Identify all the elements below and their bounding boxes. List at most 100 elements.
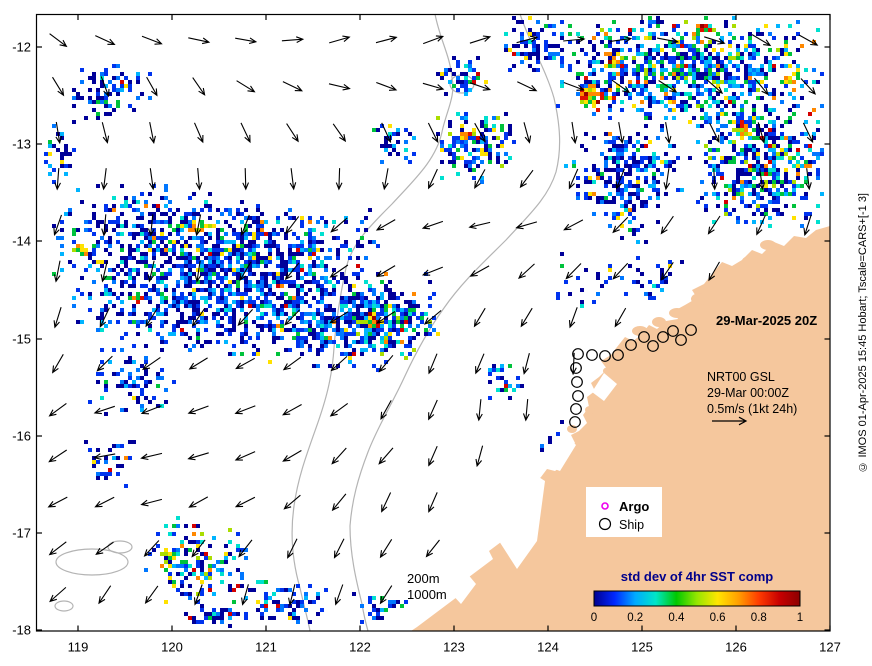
sst-pixel (628, 264, 632, 268)
sst-pixel (800, 164, 804, 168)
current-arrow (706, 78, 724, 94)
sst-pixel (780, 184, 784, 188)
sst-pixel (636, 148, 640, 152)
sst-pixel (704, 120, 708, 124)
sst-pixel (192, 228, 196, 232)
sst-pixel (192, 192, 196, 196)
current-arrow (421, 220, 444, 230)
current-arrow (570, 121, 578, 145)
sst-pixel (236, 272, 240, 276)
sst-pixel (124, 332, 128, 336)
sst-pixel (724, 64, 728, 68)
sst-pixel (736, 128, 740, 132)
sst-pixel (628, 80, 632, 84)
sst-pixel (80, 248, 84, 252)
sst-pixel (612, 48, 616, 52)
sst-pixel (256, 348, 260, 352)
sst-pixel (52, 272, 56, 276)
sst-pixel (168, 552, 172, 556)
sst-pixel (168, 572, 172, 576)
sst-pixel (348, 360, 352, 364)
sst-pixel (156, 268, 160, 272)
sst-pixel (688, 64, 692, 68)
sst-pixel (380, 324, 384, 328)
sst-pixel (740, 152, 744, 156)
sst-pixel (736, 48, 740, 52)
sst-pixel (732, 208, 736, 212)
sst-pixel (244, 612, 248, 616)
sst-pixel (652, 284, 656, 288)
sst-pixel (596, 80, 600, 84)
sst-pixel (720, 136, 724, 140)
sst-pixel (620, 36, 624, 40)
current-arrow (328, 83, 351, 91)
sst-pixel (160, 300, 164, 304)
sst-pixel (324, 280, 328, 284)
sst-pixel (784, 172, 788, 176)
sst-pixel (748, 68, 752, 72)
sst-pixel (284, 300, 288, 304)
sst-pixel (168, 532, 172, 536)
sst-pixel (652, 188, 656, 192)
sst-pixel (644, 76, 648, 80)
sst-pixel (100, 308, 104, 312)
sst-pixel (168, 556, 172, 560)
sst-pixel (320, 216, 324, 220)
sst-pixel (608, 180, 612, 184)
sst-pixel (772, 108, 776, 112)
sst-pixel (172, 264, 176, 268)
sst-pixel (436, 132, 440, 136)
current-arrow (660, 215, 674, 235)
sst-pixel (544, 44, 548, 48)
current-arrow (191, 308, 206, 327)
sst-pixel (616, 152, 620, 156)
sst-pixel (452, 164, 456, 168)
sst-pixel (664, 52, 668, 56)
sst-pixel (648, 280, 652, 284)
sst-pixel (788, 160, 792, 164)
sst-pixel (96, 116, 100, 120)
sst-pixel (780, 156, 784, 160)
sst-pixel (636, 168, 640, 172)
sst-pixel (396, 296, 400, 300)
sst-pixel (652, 160, 656, 164)
sst-pixel (740, 104, 744, 108)
sst-pixel (788, 64, 792, 68)
sst-pixel (780, 80, 784, 84)
sst-pixel (740, 124, 744, 128)
sst-pixel (220, 568, 224, 572)
sst-pixel (220, 228, 224, 232)
sst-pixel (612, 160, 616, 164)
sst-pixel (804, 160, 808, 164)
sst-pixel (124, 196, 128, 200)
sst-pixel (748, 52, 752, 56)
sst-pixel (136, 368, 140, 372)
current-arrow (707, 215, 721, 235)
sst-pixel (372, 604, 376, 608)
sst-pixel (596, 52, 600, 56)
sst-pixel (768, 60, 772, 64)
sst-pixel (228, 608, 232, 612)
sst-pixel (148, 324, 152, 328)
sst-pixel (472, 176, 476, 180)
sst-pixel (104, 380, 108, 384)
sst-pixel (348, 356, 352, 360)
current-arrow (657, 37, 680, 45)
sst-pixel (708, 88, 712, 92)
sst-pixel (728, 132, 732, 136)
sst-pixel (792, 184, 796, 188)
sst-pixel (88, 292, 92, 296)
sst-pixel (120, 368, 124, 372)
sst-pixel (716, 84, 720, 88)
sst-pixel (664, 68, 668, 72)
sst-pixel (744, 48, 748, 52)
sst-pixel (228, 292, 232, 296)
sst-pixel (152, 264, 156, 268)
sst-pixel (784, 148, 788, 152)
sst-pixel (116, 220, 120, 224)
current-arrow (375, 219, 396, 231)
sst-pixel (212, 612, 216, 616)
sst-pixel (368, 336, 372, 340)
current-arrow (145, 308, 158, 328)
sst-pixel (328, 280, 332, 284)
